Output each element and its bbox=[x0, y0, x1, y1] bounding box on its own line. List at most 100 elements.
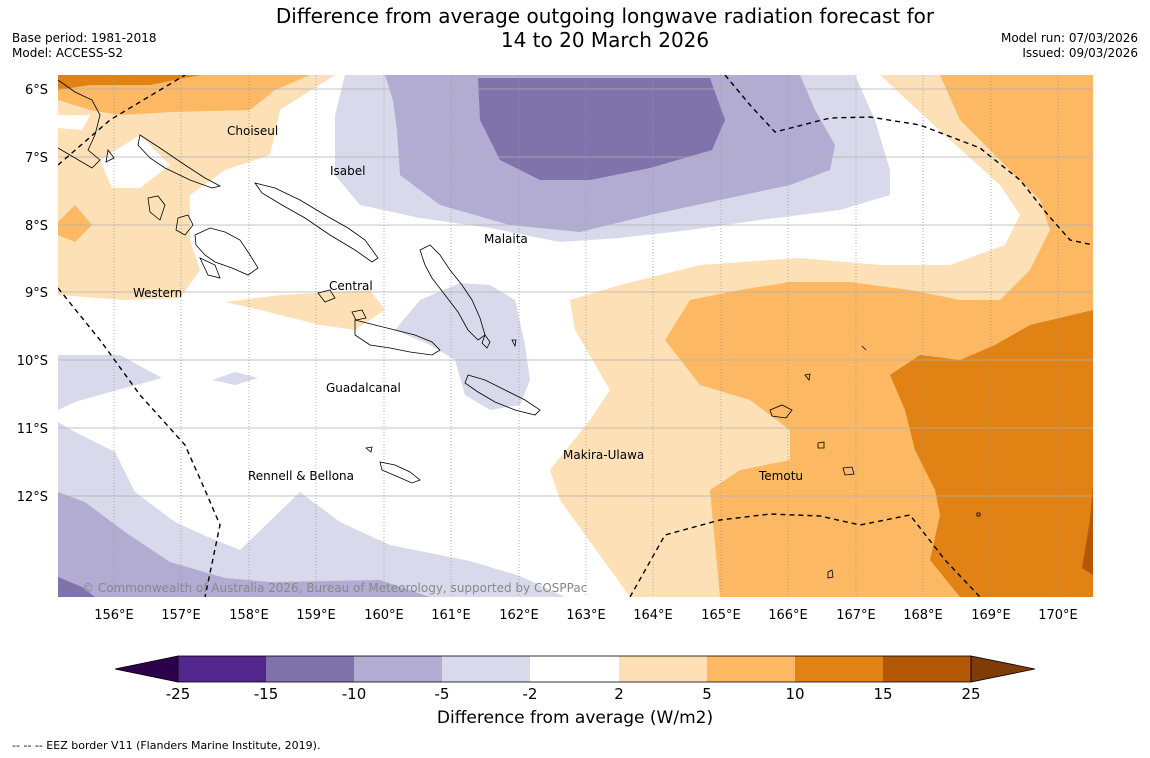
lon-tick-167: 167°E bbox=[836, 608, 876, 623]
copyright-text: © Commonwealth of Australia 2026, Bureau… bbox=[82, 581, 587, 595]
lat-tick-6s: 6°S bbox=[25, 83, 48, 98]
chart-title: Difference from average outgoing longwav… bbox=[230, 4, 980, 52]
anomaly-band-south-neg2-5 bbox=[58, 422, 565, 597]
lat-tick-8s: 8°S bbox=[25, 219, 48, 234]
island-choiseul bbox=[137, 134, 222, 189]
model-run-info: Model run: 07/03/2026 Issued: 09/03/2026 bbox=[1001, 31, 1138, 61]
label-central: Central bbox=[329, 279, 373, 293]
lon-tick-166: 166°E bbox=[768, 608, 808, 623]
anomaly-patch-guadalcanal bbox=[395, 283, 530, 410]
gridlines bbox=[58, 75, 1093, 597]
anomaly-band-nw-10-15 bbox=[58, 75, 200, 90]
title-line-2: 14 to 20 March 2026 bbox=[500, 28, 710, 52]
anomaly-field bbox=[58, 75, 1093, 597]
colorbar-segment-7 bbox=[707, 656, 795, 682]
island-reef-islands bbox=[804, 373, 811, 381]
colorbar-segment-1 bbox=[178, 656, 266, 682]
lat-tick-10s: 10°S bbox=[17, 354, 48, 369]
lon-tick-168: 168°E bbox=[903, 608, 943, 623]
colorbar-outline bbox=[177, 655, 972, 683]
island-utupua bbox=[817, 441, 825, 449]
colorbar-segment-2 bbox=[266, 656, 354, 682]
colorbar-tick-7: 5 bbox=[702, 685, 712, 703]
label-malaita: Malaita bbox=[484, 232, 528, 246]
island-ulawa bbox=[511, 339, 517, 348]
colorbar-tick-2: -15 bbox=[254, 685, 279, 703]
lon-tick-169: 169°E bbox=[971, 608, 1011, 623]
anomaly-patch-central bbox=[225, 290, 385, 330]
island-makira bbox=[464, 374, 541, 416]
island-vanikoro bbox=[842, 466, 855, 476]
island-guadalcanal bbox=[354, 319, 441, 356]
island-tikopia bbox=[827, 569, 834, 579]
colorbar-tick-10: 25 bbox=[961, 685, 980, 703]
lon-tick-labels: 156°E 157°E 158°E 159°E 160°E 161°E 162°… bbox=[94, 608, 1078, 623]
lat-tick-7s: 7°S bbox=[25, 151, 48, 166]
title-line-1: Difference from average outgoing longwav… bbox=[275, 4, 935, 28]
island-duff bbox=[861, 345, 867, 351]
colorbar-segment-5 bbox=[530, 656, 619, 682]
anomaly-band-10-15 bbox=[890, 310, 1093, 597]
anomaly-patch-small bbox=[212, 372, 258, 385]
colorbar-tick-6: 2 bbox=[614, 685, 624, 703]
lon-tick-170: 170°E bbox=[1038, 608, 1078, 623]
label-western: Western bbox=[133, 286, 182, 300]
lon-tick-158: 158°E bbox=[229, 608, 269, 623]
lon-tick-159: 159°E bbox=[296, 608, 336, 623]
label-makira-ulawa: Makira-Ulawa bbox=[563, 448, 644, 462]
eez-segment-w bbox=[58, 287, 221, 597]
colorbar-tick-4: -5 bbox=[435, 685, 450, 703]
label-choiseul: Choiseul bbox=[227, 124, 278, 138]
colorbar-tick-5: -2 bbox=[523, 685, 538, 703]
coastlines bbox=[58, 79, 981, 579]
lat-tick-9s: 9°S bbox=[25, 286, 48, 301]
colorbar-tick-3: -10 bbox=[342, 685, 367, 703]
model-run-text: Model run: 07/03/2026 bbox=[1000, 31, 1138, 45]
island-russell bbox=[351, 309, 367, 321]
eez-segment-se bbox=[629, 513, 981, 597]
eez-border bbox=[58, 75, 1093, 597]
colorbar-tick-1: -25 bbox=[166, 685, 191, 703]
island-rennell bbox=[379, 461, 421, 484]
model-text: Model: ACCESS-S2 bbox=[12, 46, 124, 60]
lon-tick-160: 160°E bbox=[364, 608, 404, 623]
island-maramasike bbox=[481, 334, 491, 349]
island-vella-lavella bbox=[147, 195, 166, 221]
anomaly-band-nw-2-5 bbox=[58, 75, 335, 300]
issued-text: Issued: 09/03/2026 bbox=[1022, 46, 1138, 60]
colorbar-extend-high bbox=[970, 655, 1036, 683]
neutral-hole-1 bbox=[58, 115, 90, 130]
anomaly-band-west-neg2-5 bbox=[58, 355, 162, 410]
colorbar: -25 -15 -10 -5 -2 2 5 10 15 25 bbox=[114, 655, 1036, 703]
anomaly-band-south-neg5-10 bbox=[58, 492, 430, 597]
colorbar-segment-9 bbox=[883, 656, 971, 682]
label-guadalcanal: Guadalcanal bbox=[326, 381, 401, 395]
island-bellona bbox=[365, 446, 373, 453]
label-isabel: Isabel bbox=[330, 164, 365, 178]
lat-tick-labels: 6°S 7°S 8°S 9°S 10°S 11°S 12°S bbox=[17, 83, 48, 505]
lon-tick-164: 164°E bbox=[633, 608, 673, 623]
anomaly-band-south-neg10-15 bbox=[58, 577, 95, 597]
colorbar-tick-9: 15 bbox=[873, 685, 892, 703]
neutral-hole-2 bbox=[100, 135, 170, 188]
island-new-georgia bbox=[194, 227, 259, 276]
island-nendo bbox=[769, 404, 793, 419]
lon-tick-161: 161°E bbox=[431, 608, 471, 623]
lon-tick-157: 157°E bbox=[161, 608, 201, 623]
label-temotu: Temotu bbox=[758, 469, 803, 483]
colorbar-segment-4 bbox=[442, 656, 530, 682]
island-shortlands bbox=[105, 149, 115, 163]
anomaly-band-15-25 bbox=[1082, 485, 1093, 575]
island-isabel bbox=[254, 182, 379, 263]
island-kolombangara bbox=[175, 214, 194, 236]
lon-tick-163: 163°E bbox=[566, 608, 606, 623]
label-rennell-bellona: Rennell & Bellona bbox=[248, 469, 354, 483]
island-anuta bbox=[976, 512, 981, 517]
lat-tick-12s: 12°S bbox=[17, 490, 48, 505]
lon-tick-156: 156°E bbox=[94, 608, 134, 623]
colorbar-segment-6 bbox=[619, 656, 707, 682]
base-period-text: Base period: 1981-2018 bbox=[12, 31, 157, 45]
colorbar-segment-8 bbox=[795, 656, 883, 682]
lat-tick-11s: 11°S bbox=[17, 422, 48, 437]
